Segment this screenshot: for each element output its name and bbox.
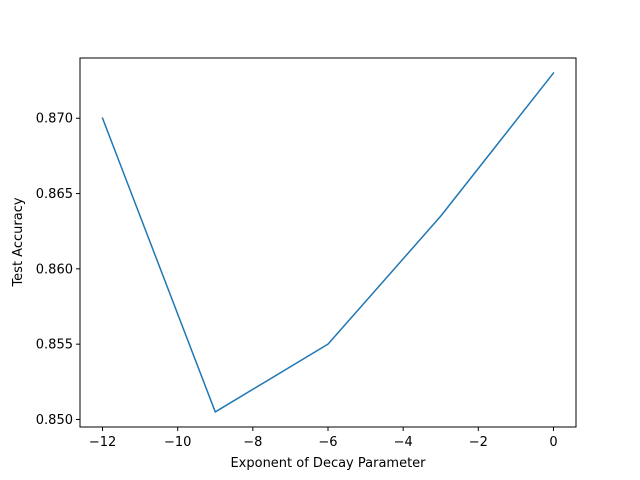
y-axis: 0.850 0.855 0.860 0.865 0.870 <box>36 112 80 428</box>
x-tick-label: 0 <box>549 435 557 450</box>
series-layer <box>101 72 555 413</box>
x-axis: −12 −10 −8 −6 −4 −2 0 <box>89 427 558 450</box>
y-tick-label: 0.860 <box>36 262 73 277</box>
y-tick-label: 0.855 <box>36 338 73 353</box>
x-tick-label: −6 <box>318 435 337 450</box>
y-tick-label: 0.850 <box>36 413 73 428</box>
x-axis-label: Exponent of Decay Parameter <box>230 456 426 471</box>
y-tick-label: 0.865 <box>36 187 73 202</box>
x-tick-label: −12 <box>89 435 116 450</box>
x-tick-label: −10 <box>164 435 191 450</box>
series-line <box>101 72 555 413</box>
plot-background <box>80 58 576 427</box>
x-tick-label: −2 <box>469 435 488 450</box>
x-tick-label: −4 <box>394 435 413 450</box>
y-tick-label: 0.870 <box>36 112 73 127</box>
y-axis-label: Test Accuracy <box>11 197 26 287</box>
x-tick-label: −8 <box>243 435 262 450</box>
